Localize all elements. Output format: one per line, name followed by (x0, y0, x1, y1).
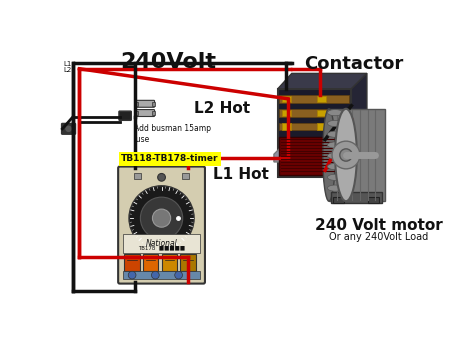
Bar (152, 102, 155, 106)
Text: 240Volt: 240Volt (120, 52, 216, 72)
Bar (279, 136, 350, 175)
Polygon shape (278, 74, 367, 89)
Bar (329, 109, 385, 201)
Circle shape (332, 141, 360, 169)
Bar (134, 173, 141, 179)
Ellipse shape (328, 153, 343, 159)
Bar (123, 271, 201, 279)
Text: TB118-TB178-timer: TB118-TB178-timer (121, 155, 219, 163)
Bar (162, 254, 177, 271)
Ellipse shape (328, 163, 343, 170)
Bar (279, 109, 349, 117)
Bar (317, 123, 326, 130)
Bar (152, 111, 155, 115)
Circle shape (158, 173, 165, 181)
Ellipse shape (328, 120, 343, 127)
FancyBboxPatch shape (119, 111, 131, 120)
Bar (135, 111, 138, 115)
Bar (282, 109, 291, 116)
Bar (368, 197, 379, 203)
Polygon shape (274, 139, 374, 162)
Circle shape (153, 209, 171, 227)
Bar (330, 192, 382, 203)
Bar (123, 234, 201, 253)
Bar (278, 89, 351, 177)
Ellipse shape (328, 131, 343, 137)
Bar (333, 197, 344, 203)
Bar (180, 254, 196, 271)
Ellipse shape (323, 109, 335, 201)
FancyBboxPatch shape (118, 167, 205, 284)
Bar (124, 254, 140, 271)
Bar (282, 123, 291, 130)
Text: L1 Hot: L1 Hot (213, 167, 269, 182)
Bar (279, 123, 349, 130)
Text: National: National (146, 239, 177, 248)
FancyBboxPatch shape (62, 123, 75, 134)
Text: Add busman 15amp
fuse: Add busman 15amp fuse (134, 124, 210, 144)
Ellipse shape (335, 109, 357, 201)
Bar (317, 96, 326, 102)
Bar (317, 109, 326, 116)
Bar (279, 95, 349, 103)
Circle shape (340, 149, 352, 161)
Circle shape (175, 271, 182, 279)
Ellipse shape (328, 185, 343, 191)
Circle shape (128, 271, 136, 279)
Bar (282, 96, 291, 102)
Bar (182, 173, 190, 179)
Bar (143, 254, 158, 271)
Bar (135, 102, 138, 106)
FancyBboxPatch shape (136, 100, 155, 107)
Ellipse shape (328, 142, 343, 148)
Text: L2: L2 (63, 67, 72, 73)
Circle shape (152, 271, 159, 279)
Ellipse shape (328, 109, 343, 116)
Polygon shape (351, 74, 367, 162)
Circle shape (64, 125, 73, 133)
Text: Contactor: Contactor (304, 55, 403, 73)
Text: TB178  ■■■■■: TB178 ■■■■■ (138, 245, 185, 250)
Circle shape (140, 197, 182, 239)
Text: Or any 240Volt Load: Or any 240Volt Load (329, 232, 428, 242)
Text: 240 Volt motor: 240 Volt motor (315, 218, 442, 233)
Ellipse shape (328, 174, 343, 181)
Circle shape (129, 186, 194, 250)
Text: L2 Hot: L2 Hot (194, 101, 250, 116)
FancyBboxPatch shape (136, 109, 155, 117)
Text: L1: L1 (63, 61, 72, 67)
